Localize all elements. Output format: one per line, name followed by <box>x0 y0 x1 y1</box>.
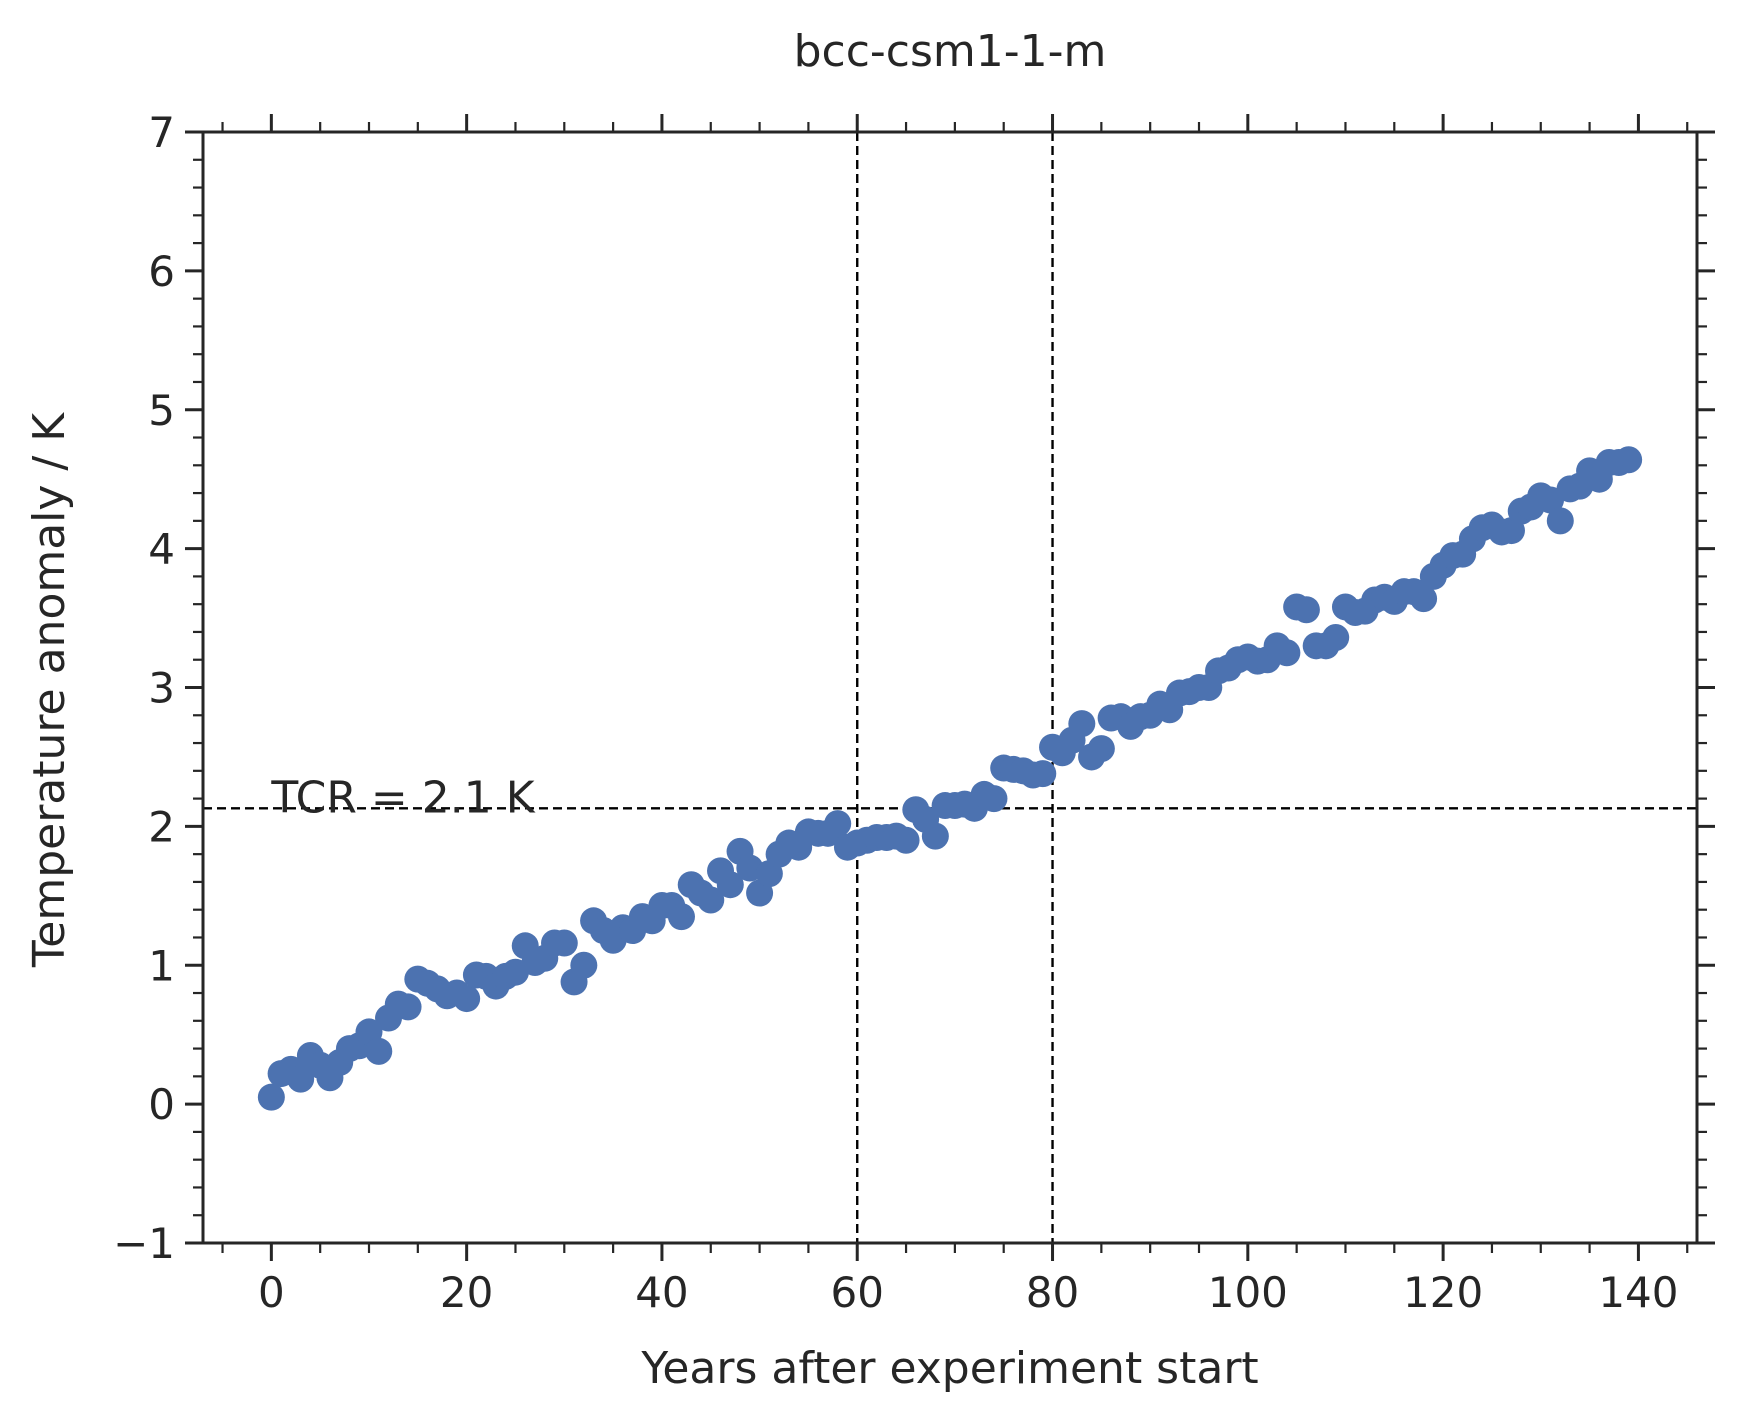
x-tick-label: 20 <box>440 1268 493 1317</box>
y-tick-label: 1 <box>148 941 175 990</box>
tick-labels: 0 20 40 60 80 100 120 140 −1 0 1 2 3 4 5 6 7 <box>113 108 1678 1317</box>
data-point <box>1292 596 1320 624</box>
y-tick-label: 7 <box>148 108 175 157</box>
y-tick-label: 2 <box>148 802 175 851</box>
chart-title: bcc-csm1-1-m <box>794 26 1107 77</box>
data-point <box>550 929 578 957</box>
data-point <box>453 985 481 1013</box>
x-tick-label: 140 <box>1598 1268 1678 1317</box>
y-tick-label: 5 <box>148 386 175 435</box>
data-point <box>1273 639 1301 667</box>
data-point <box>824 810 852 838</box>
data-points <box>257 446 1643 1111</box>
y-tick-label: 3 <box>148 664 175 713</box>
data-point <box>1410 585 1438 613</box>
y-tick-label: 4 <box>148 525 175 574</box>
x-axis-label: Years after experiment start <box>640 1343 1258 1394</box>
data-point <box>1537 486 1565 514</box>
tcr-annotation: TCR = 2.1 K <box>270 773 535 824</box>
data-point <box>1615 446 1643 474</box>
data-point <box>570 951 598 979</box>
x-tick-label: 80 <box>1026 1268 1079 1317</box>
data-point <box>921 822 949 850</box>
data-point <box>1029 760 1057 788</box>
data-point <box>365 1037 393 1065</box>
x-tick-label: 0 <box>258 1268 285 1317</box>
plot-frame <box>201 130 1699 1245</box>
x-tick-label: 100 <box>1208 1268 1288 1317</box>
data-point <box>1546 507 1574 535</box>
y-tick-label: −1 <box>113 1219 175 1268</box>
x-tick-label: 120 <box>1403 1268 1483 1317</box>
data-point <box>697 886 725 914</box>
data-point <box>1322 624 1350 652</box>
y-tick-label: 6 <box>148 247 175 296</box>
data-point <box>716 871 744 899</box>
data-point <box>1068 710 1096 738</box>
axis-ticks <box>185 114 1715 1261</box>
data-point <box>1087 735 1115 763</box>
data-point <box>287 1065 315 1093</box>
y-tick-label: 0 <box>148 1080 175 1129</box>
data-point <box>257 1083 285 1111</box>
data-point <box>394 993 422 1021</box>
data-point <box>980 785 1008 813</box>
x-tick-label: 40 <box>635 1268 688 1317</box>
x-tick-label: 60 <box>831 1268 884 1317</box>
y-axis-label: Temperature anomaly / K <box>24 412 75 968</box>
data-point <box>892 826 920 854</box>
data-point <box>667 903 695 931</box>
